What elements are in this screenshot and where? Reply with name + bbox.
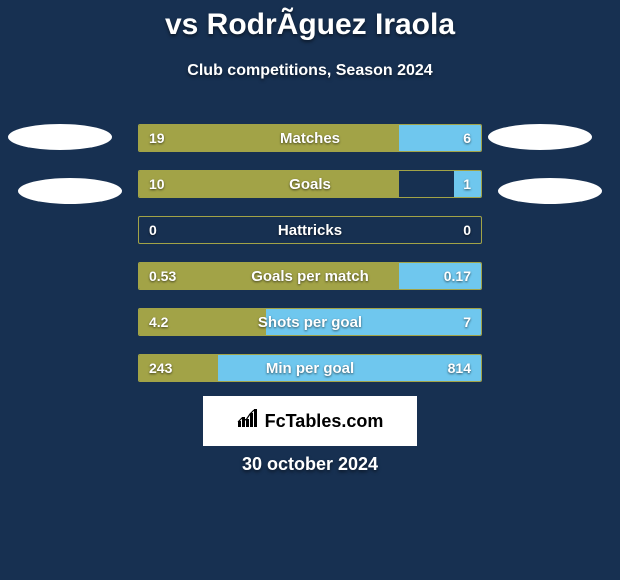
stat-label: Shots per goal [139, 309, 481, 335]
stat-label: Goals [139, 171, 481, 197]
logo-text: FcTables.com [265, 411, 384, 432]
stat-value-right: 0.17 [444, 263, 471, 289]
footer-date: 30 october 2024 [0, 454, 620, 475]
stat-value-right: 1 [463, 171, 471, 197]
bar-chart-icon [237, 409, 261, 434]
player-avatar-left1 [8, 124, 112, 150]
stat-row: Goals per match0.53 0.17 [138, 262, 482, 290]
stat-value-right: 7 [463, 309, 471, 335]
page-subtitle: Club competitions, Season 2024 [0, 62, 620, 80]
stat-value-left: 0.53 [149, 263, 176, 289]
stat-value-right: 814 [448, 355, 471, 381]
stat-value-left: 4.2 [149, 309, 168, 335]
stat-value-left: 0 [149, 217, 157, 243]
page-title: vs RodrÃ­guez Iraola [0, 8, 620, 42]
stat-value-left: 19 [149, 125, 165, 151]
fctables-logo: FcTables.com [203, 396, 417, 446]
stat-value-right: 6 [463, 125, 471, 151]
stat-row: Shots per goal4.2 7 [138, 308, 482, 336]
comparison-card: vs RodrÃ­guez Iraola Club competitions, … [0, 0, 620, 580]
stat-row: Min per goal243 814 [138, 354, 482, 382]
stat-value-right: 0 [463, 217, 471, 243]
player-avatar-left2 [18, 178, 122, 204]
stat-label: Min per goal [139, 355, 481, 381]
stat-label: Goals per match [139, 263, 481, 289]
player-avatar-right1 [488, 124, 592, 150]
stat-row: Hattricks0 0 [138, 216, 482, 244]
stat-value-left: 243 [149, 355, 172, 381]
stat-row: Matches19 6 [138, 124, 482, 152]
player-avatar-right2 [498, 178, 602, 204]
stat-value-left: 10 [149, 171, 165, 197]
stat-row: Goals10 1 [138, 170, 482, 198]
stat-label: Matches [139, 125, 481, 151]
stat-label: Hattricks [139, 217, 481, 243]
